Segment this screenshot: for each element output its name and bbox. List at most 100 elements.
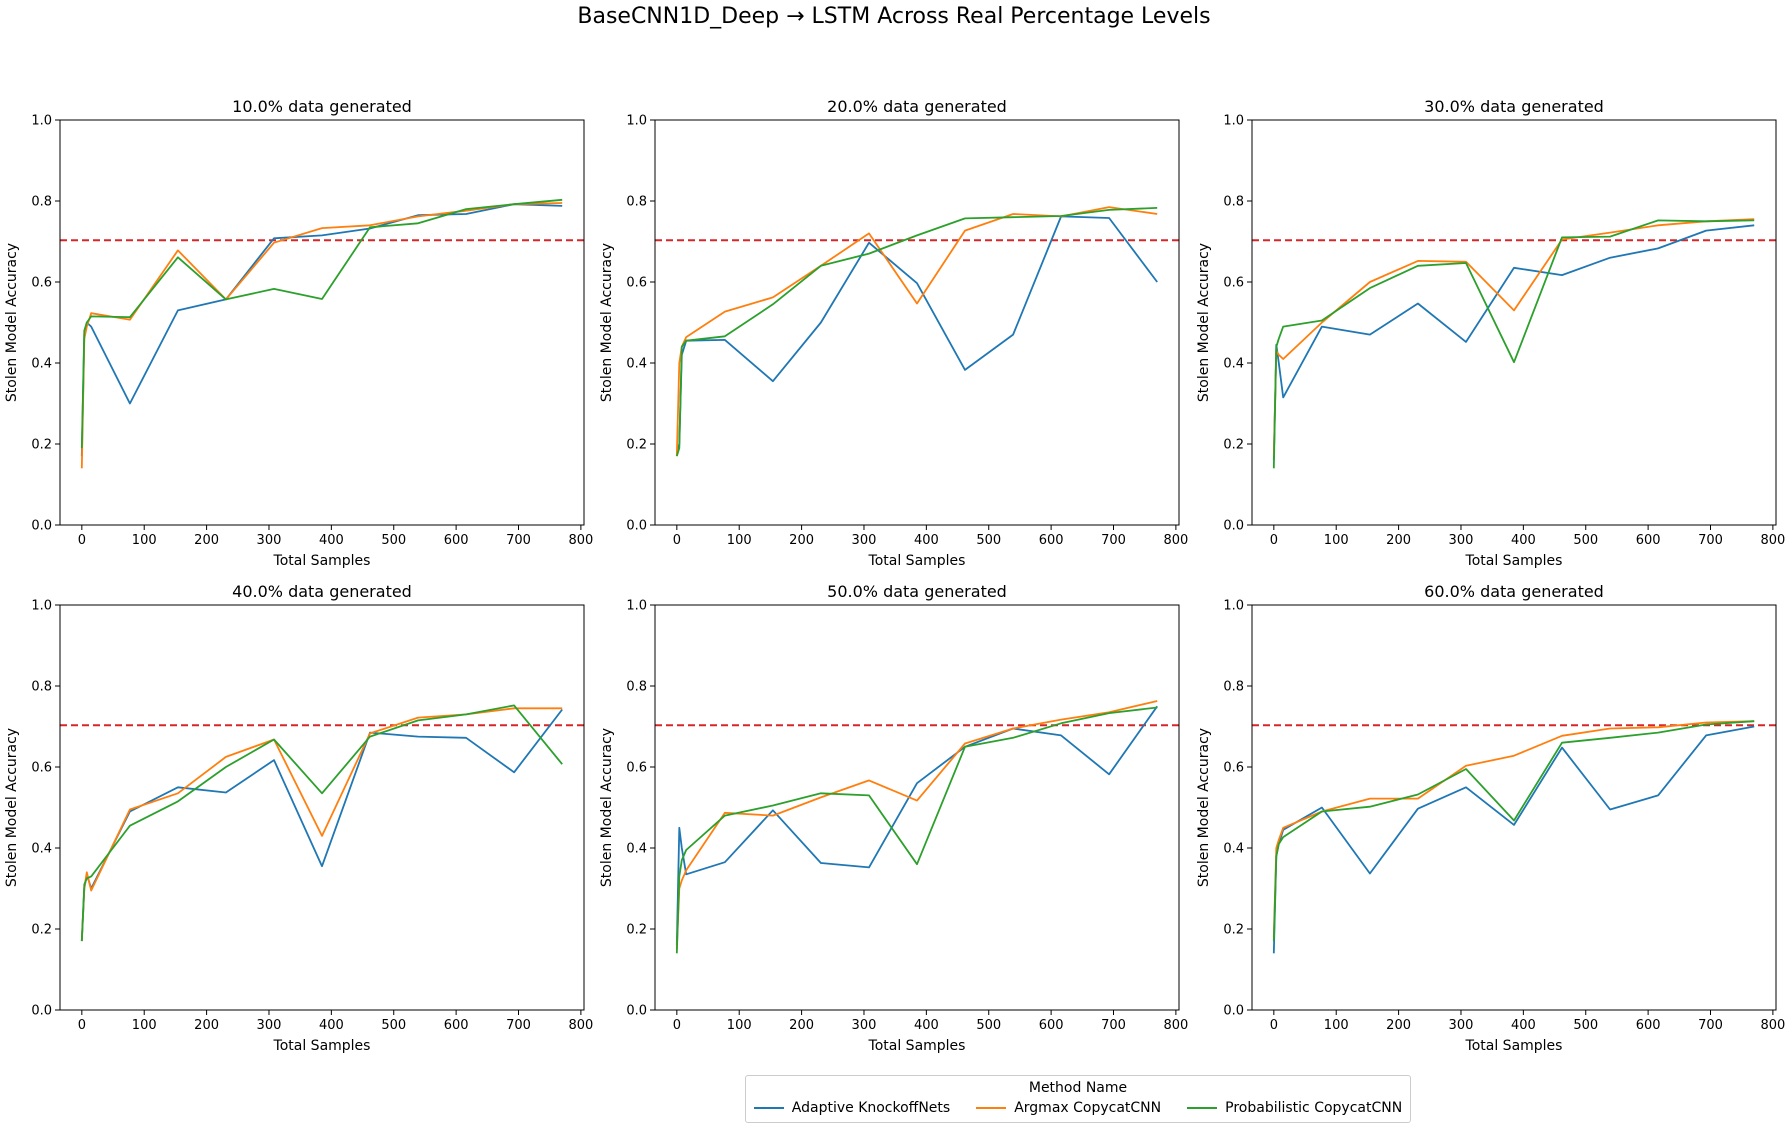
y-tick-label: 0.6	[626, 276, 647, 291]
subplot-title: 60.0% data generated	[1424, 582, 1604, 601]
subplot-4: 0 100 200 300 400 500 600 700 800 0.0 0.2 0.4 0.6 0.8…	[4, 582, 593, 1054]
series-line-3	[80, 704, 563, 942]
x-tick-label: 500	[1573, 1018, 1598, 1033]
y-tick-label: 0.8	[31, 680, 52, 695]
x-tick-label: 500	[976, 533, 1001, 548]
legend-label: Probabilistic CopycatCNN	[1225, 1100, 1403, 1116]
x-tick-label: 700	[1698, 533, 1723, 548]
x-tick-label: 600	[444, 533, 469, 548]
x-tick-label: 600	[1039, 1018, 1064, 1033]
x-tick-label: 200	[1386, 533, 1411, 548]
x-axis-label: Total Samples	[868, 553, 966, 569]
y-tick-label: 0.8	[1223, 195, 1244, 210]
x-tick-label: 300	[852, 533, 877, 548]
x-axis-label: Total Samples	[1465, 553, 1563, 569]
y-tick-label: 0.4	[31, 842, 52, 857]
y-tick-label: 0.2	[31, 923, 52, 938]
y-tick-label: 0.2	[626, 923, 647, 938]
subplot-3: 0 100 200 300 400 500 600 700 800 0.0 0.2 0.4 0.6 0.8…	[1196, 97, 1785, 569]
series-line-2	[80, 202, 563, 469]
x-tick-label: 500	[1573, 533, 1598, 548]
y-tick-label: 0.6	[31, 761, 52, 776]
y-tick-label: 0.2	[31, 438, 52, 453]
y-tick-label: 0.4	[626, 357, 647, 372]
axes-frame	[654, 119, 1180, 526]
y-tick-label: 0.8	[626, 195, 647, 210]
y-tick-label: 0.2	[626, 438, 647, 453]
y-tick-label: 0.6	[1223, 761, 1244, 776]
series-line-3	[1272, 720, 1755, 942]
series-line-1	[675, 705, 1158, 946]
legend-item-adaptive-knockoffnets: Adaptive KnockoffNets	[753, 1100, 951, 1116]
subplot-title: 30.0% data generated	[1424, 97, 1604, 116]
legend-swatch	[1187, 1107, 1218, 1109]
subplot-1: 0 100 200 300 400 500 600 700 800 0.0 0.2 0.4 0.6 0.8…	[4, 97, 593, 569]
x-tick-label: 100	[727, 1018, 752, 1033]
x-tick-label: 100	[1324, 533, 1349, 548]
x-axis-label: Total Samples	[273, 1038, 371, 1054]
y-tick-label: 1.0	[1223, 599, 1244, 614]
y-axis-label: Stolen Model Accuracy	[1196, 243, 1212, 402]
x-tick-label: 800	[568, 1018, 593, 1033]
x-tick-label: 100	[132, 533, 157, 548]
x-tick-label: 0	[673, 533, 681, 548]
series-line-1	[1272, 224, 1755, 461]
subplot-5: 0 100 200 300 400 500 600 700 800 0.0 0.2 0.4 0.6 0.8…	[599, 582, 1188, 1054]
y-tick-label: 1.0	[31, 114, 52, 129]
x-tick-label: 0	[78, 1018, 86, 1033]
y-tick-label: 0.8	[1223, 680, 1244, 695]
y-tick-label: 1.0	[626, 114, 647, 129]
x-tick-label: 0	[1270, 1018, 1278, 1033]
x-tick-label: 500	[976, 1018, 1001, 1033]
series-line-1	[80, 203, 563, 457]
x-tick-label: 800	[1760, 1018, 1785, 1033]
legend-item-probabilistic-copycatcnn: Probabilistic CopycatCNN	[1187, 1100, 1402, 1116]
x-tick-label: 0	[673, 1018, 681, 1033]
x-tick-label: 300	[1449, 533, 1474, 548]
legend-item-argmax-copycatcnn: Argmax CopycatCNN	[976, 1100, 1161, 1116]
axes-frame	[59, 119, 585, 526]
legend: Method Name Adaptive KnockoffNets Argmax…	[745, 1075, 1411, 1123]
y-tick-label: 0.0	[1223, 1004, 1244, 1019]
y-tick-label: 0.0	[626, 1004, 647, 1019]
y-tick-label: 0.4	[1223, 357, 1244, 372]
y-tick-label: 0.4	[626, 842, 647, 857]
series-line-2	[675, 206, 1158, 457]
x-axis-label: Total Samples	[1465, 1038, 1563, 1054]
x-tick-label: 800	[568, 533, 593, 548]
subplot-6: 0 100 200 300 400 500 600 700 800 0.0 0.2 0.4 0.6 0.8…	[1196, 582, 1785, 1054]
y-tick-label: 0.2	[1223, 923, 1244, 938]
y-tick-label: 0.4	[1223, 842, 1244, 857]
y-tick-label: 0.6	[1223, 276, 1244, 291]
x-tick-label: 300	[257, 1018, 282, 1033]
x-tick-label: 300	[257, 533, 282, 548]
axes-frame	[1251, 604, 1777, 1011]
x-tick-label: 400	[914, 1018, 939, 1033]
legend-label: Adaptive KnockoffNets	[791, 1100, 951, 1116]
y-tick-label: 1.0	[1223, 114, 1244, 129]
x-tick-label: 500	[381, 533, 406, 548]
y-axis-label: Stolen Model Accuracy	[1196, 728, 1212, 887]
legend-swatch	[976, 1107, 1007, 1109]
x-tick-label: 600	[1636, 1018, 1661, 1033]
x-tick-label: 200	[194, 1018, 219, 1033]
series-line-3	[675, 207, 1158, 457]
axes-frame	[654, 604, 1180, 1011]
subplot-grid: 0 100 200 300 400 500 600 700 800 0.0 0.2 0.4 0.6 0.8…	[4, 97, 1785, 1054]
figure-title: BaseCNN1D_Deep → LSTM Across Real Percen…	[577, 4, 1211, 29]
x-tick-label: 200	[194, 533, 219, 548]
x-tick-label: 0	[78, 533, 86, 548]
series-line-1	[675, 215, 1158, 453]
subplot-title: 10.0% data generated	[232, 97, 412, 116]
y-tick-label: 0.0	[626, 519, 647, 534]
y-axis-label: Stolen Model Accuracy	[599, 243, 615, 402]
subplot-title: 50.0% data generated	[827, 582, 1007, 601]
x-tick-label: 700	[1101, 533, 1126, 548]
series-line-1	[80, 708, 563, 942]
x-tick-label: 800	[1163, 533, 1188, 548]
x-tick-label: 700	[506, 533, 531, 548]
x-tick-label: 400	[914, 533, 939, 548]
x-tick-label: 100	[132, 1018, 157, 1033]
y-tick-label: 0.6	[626, 761, 647, 776]
